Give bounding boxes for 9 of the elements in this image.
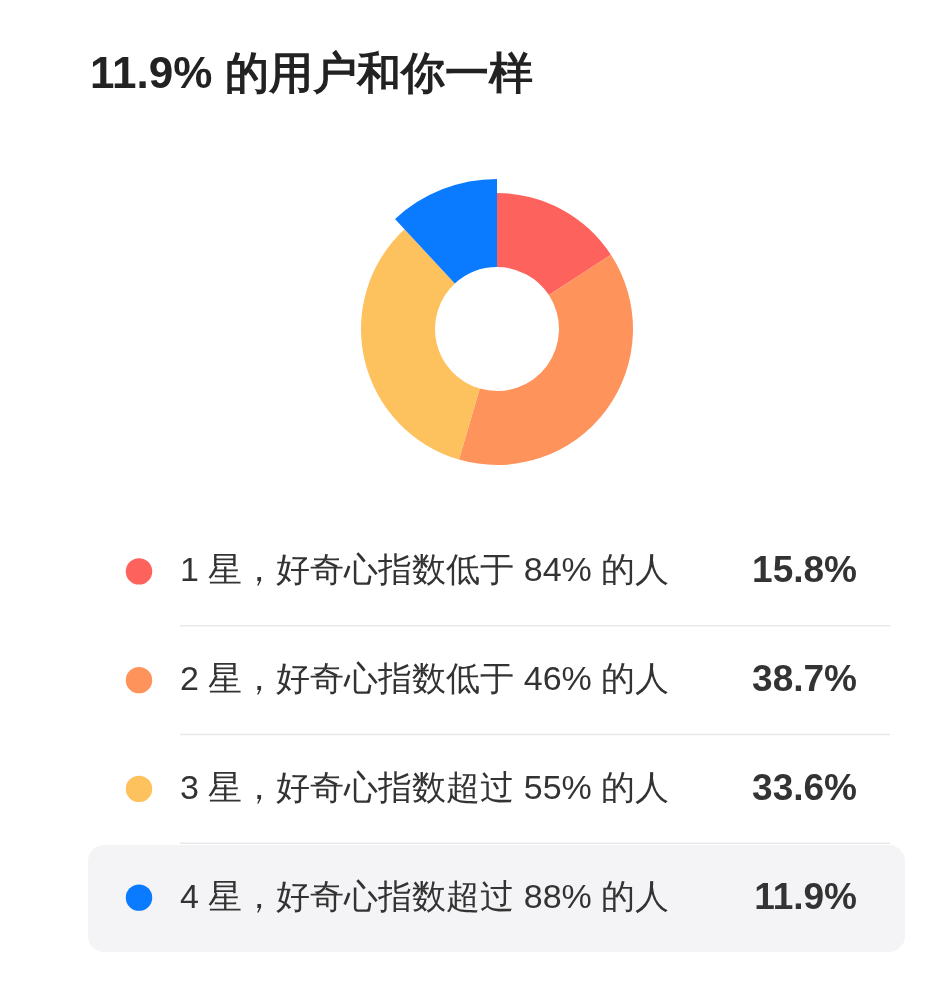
data-label: 15.8% <box>752 549 857 591</box>
legend-label: 2 星，好奇心指数低于 46% 的人 <box>180 659 670 698</box>
data-label: 33.6% <box>752 766 857 808</box>
legend-label: 1 星，好奇心指数低于 84% 的人 <box>180 550 670 589</box>
legend-label: 3 星，好奇心指数超过 55% 的人 <box>180 767 670 806</box>
chart-title: 11.9% 的用户和你一样 <box>90 48 533 97</box>
data-label: 38.7% <box>752 658 857 700</box>
legend-label: 4 星，好奇心指数超过 88% 的人 <box>180 876 670 915</box>
data-label: 11.9% <box>754 875 857 917</box>
